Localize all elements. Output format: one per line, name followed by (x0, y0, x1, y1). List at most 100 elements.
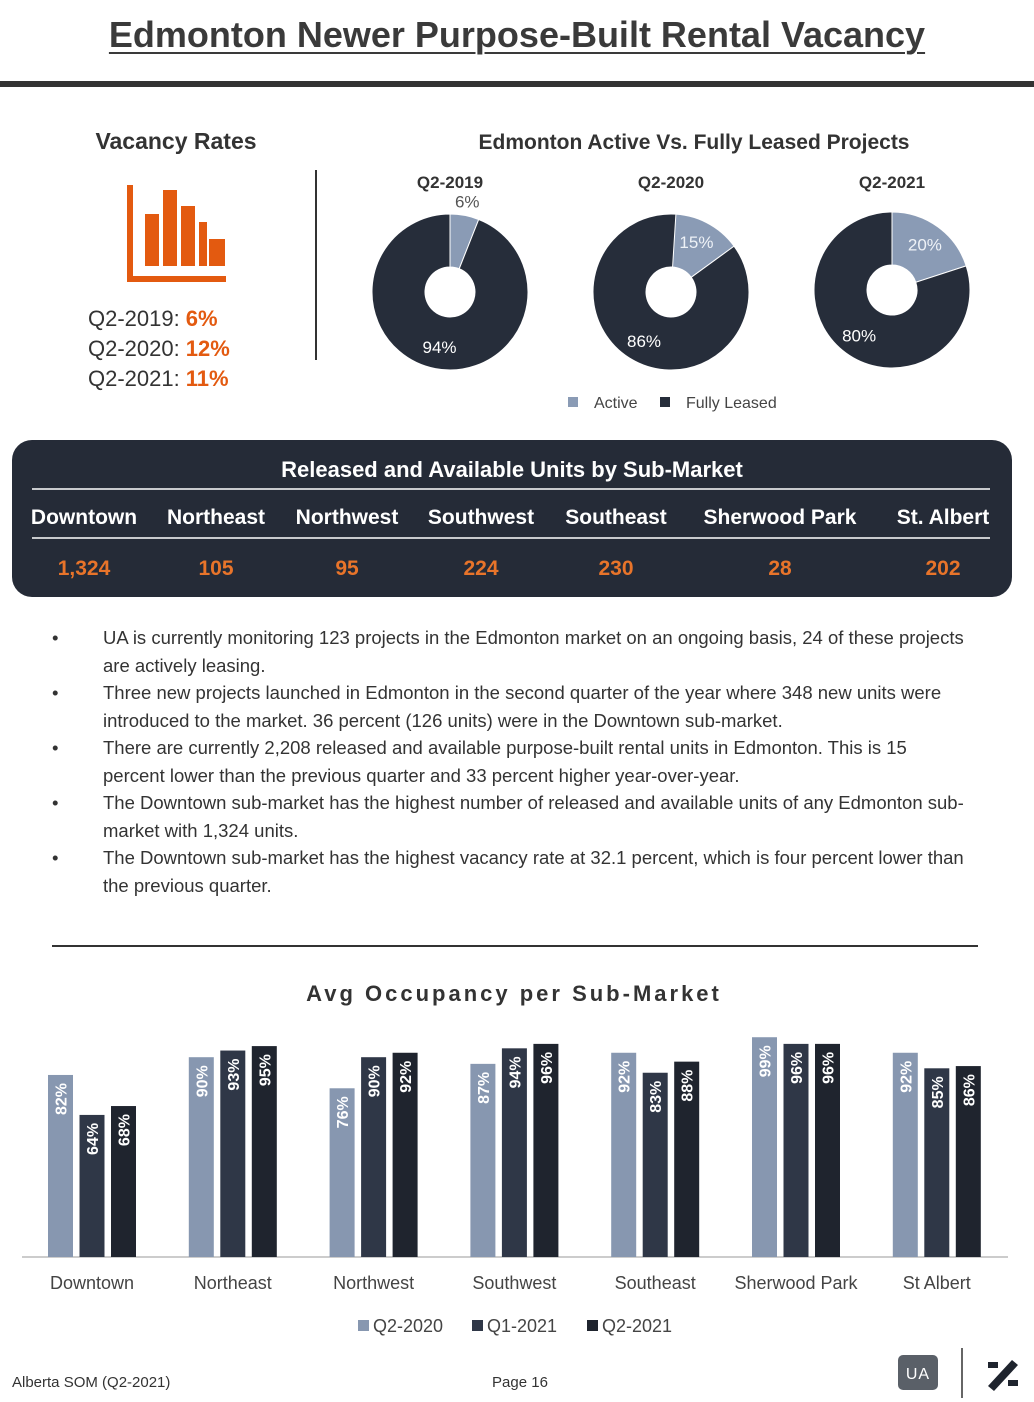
units-value: 95 (335, 557, 359, 580)
footer-page: Page 16 (492, 1374, 548, 1391)
x-tick-label: Southwest (472, 1273, 556, 1293)
bar (752, 1037, 777, 1257)
units-header: Northwest (296, 506, 399, 529)
pie-title: Q2-2021 (859, 173, 925, 192)
bar-label: 96% (539, 1052, 556, 1084)
bar (470, 1063, 496, 1257)
bar (533, 1043, 559, 1257)
bar-label: 64% (85, 1123, 102, 1155)
units-header: Downtown (31, 506, 137, 529)
bullet-text: The Downtown sub-market has the highest … (103, 847, 964, 896)
pie-label: 94% (422, 338, 456, 357)
bullet: • The Downtown sub-market has the highest… (52, 847, 964, 896)
units-header: Southeast (565, 506, 667, 529)
bullet-text: The Downtown sub-market has the highest … (103, 792, 964, 841)
pie-label: 6% (455, 193, 480, 212)
legend-label: Q2-2021 (602, 1316, 672, 1336)
logo-text: UA (906, 1366, 930, 1383)
units-value: 224 (463, 557, 498, 580)
units-value: 105 (198, 557, 233, 580)
bar (361, 1057, 387, 1257)
bullet-text: UA is currently monitoring 123 projects … (103, 627, 964, 676)
x-tick-label: Downtown (50, 1273, 134, 1293)
units-header: Southwest (428, 506, 534, 529)
units-header: St. Albert (897, 506, 990, 529)
bar-label: 95% (257, 1054, 274, 1086)
pie-slice (592, 213, 750, 371)
bar-label: 90% (367, 1065, 384, 1097)
bar-label: 85% (930, 1076, 947, 1108)
x-tick-label: Northwest (333, 1273, 414, 1293)
units-header: Sherwood Park (704, 506, 857, 529)
legend-swatch (358, 1320, 369, 1331)
pie-group-title: Edmonton Active Vs. Fully Leased Project… (478, 131, 909, 154)
bar-label: 83% (648, 1081, 665, 1113)
pie-slice (891, 211, 967, 283)
units-panel (12, 440, 1012, 597)
bar-label: 82% (54, 1083, 71, 1115)
bar-label: 92% (898, 1061, 915, 1093)
pie-label: 15% (679, 233, 713, 252)
bullet: • Three new projects launched in Edmonton… (52, 682, 942, 731)
bar (329, 1088, 355, 1257)
bar-icon (127, 185, 226, 282)
pie-label: 80% (842, 326, 876, 345)
legend-label: Q2-2020 (373, 1316, 443, 1336)
bar (392, 1052, 418, 1257)
vacancy-label: Q2-2019: (88, 306, 180, 331)
legend-label: Active (594, 395, 638, 412)
bar (48, 1074, 73, 1257)
units-title: Released and Available Units by Sub-Mark… (281, 457, 743, 482)
pie-slice (813, 211, 971, 369)
page-title: Edmonton Newer Purpose-Built Rental Vaca… (108, 14, 926, 55)
vacancy-title: Vacancy Rates (95, 128, 256, 154)
vacancy-label: Q2-2021: (88, 366, 180, 391)
bar-label: 87% (476, 1072, 493, 1104)
x-tick-label: Southeast (615, 1273, 696, 1293)
legend-swatch (472, 1320, 483, 1331)
brand-mark (988, 1360, 1018, 1391)
legend-swatch (587, 1320, 598, 1331)
bar (924, 1068, 950, 1257)
units-header: Northeast (167, 506, 265, 529)
units-value: 230 (598, 557, 633, 580)
legend-label: Fully Leased (686, 395, 777, 412)
bar-label: 93% (226, 1059, 243, 1091)
x-tick-label: Sherwood Park (734, 1273, 858, 1293)
pie-label: 20% (908, 236, 942, 255)
bar-label: 96% (789, 1052, 806, 1084)
vacancy-value: 12% (186, 336, 230, 361)
vacancy-value: 6% (186, 306, 218, 331)
vacancy-label: Q2-2020: (88, 336, 180, 361)
bar-label: 96% (821, 1052, 838, 1084)
vacancy-value: 11% (186, 366, 229, 391)
footer-left: Alberta SOM (Q2-2021) (12, 1374, 170, 1391)
bar (955, 1066, 981, 1257)
header-rule (0, 81, 1034, 87)
bar (111, 1106, 136, 1257)
bullet-list: • UA is currently monitoring 123 projects… (52, 624, 972, 899)
units-value: 202 (925, 557, 960, 580)
bar-label: 94% (507, 1056, 524, 1088)
legend-swatch (660, 397, 670, 407)
bar (251, 1046, 277, 1257)
bar-label: 86% (961, 1074, 978, 1106)
bullet-text: Three new projects launched in Edmonton … (103, 682, 942, 731)
bar (892, 1052, 918, 1257)
legend-swatch (568, 397, 578, 407)
bar (783, 1043, 809, 1257)
bar (188, 1057, 214, 1257)
legend-label: Q1-2021 (487, 1316, 557, 1336)
bar-label: 68% (117, 1114, 134, 1146)
vacancy-item: Q2-2021: 11% (88, 366, 229, 391)
bar-label: 90% (194, 1065, 211, 1097)
bar (220, 1050, 246, 1257)
bar-label: 92% (617, 1061, 634, 1093)
vacancy-item: Q2-2020: 12% (88, 336, 230, 361)
bar-label: 76% (335, 1096, 352, 1128)
pie-title: Q2-2019 (417, 173, 483, 192)
bullet-text: There are currently 2,208 released and a… (103, 737, 907, 786)
units-value: 1,324 (58, 557, 111, 580)
pie-title: Q2-2020 (638, 173, 704, 192)
